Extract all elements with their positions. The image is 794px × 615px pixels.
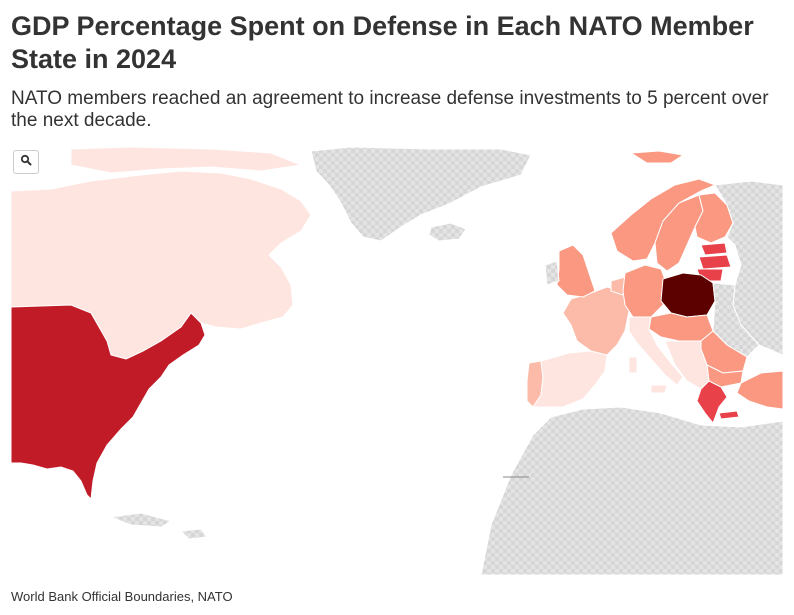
region-united-states[interactable] (11, 304, 206, 501)
region-ireland[interactable] (544, 260, 560, 286)
region-latvia[interactable] (698, 254, 732, 270)
region-sicily[interactable] (650, 384, 668, 394)
search-icon (20, 153, 32, 171)
region-france[interactable] (562, 286, 630, 356)
region-canada-islands[interactable] (70, 146, 303, 174)
region-sardinia[interactable] (628, 356, 638, 374)
region-italy[interactable] (628, 316, 684, 386)
region-crete[interactable] (718, 410, 740, 420)
region-greenland[interactable] (310, 146, 532, 242)
chart-title: GDP Percentage Spent on Defense in Each … (11, 11, 754, 74)
chart-subtitle: NATO members reached an agreement to inc… (11, 88, 769, 131)
region-iceland[interactable] (428, 222, 467, 242)
region-estonia[interactable] (700, 242, 728, 256)
region-svalbard[interactable] (629, 150, 685, 164)
region-finland[interactable] (694, 192, 734, 244)
region-africa[interactable] (480, 406, 783, 575)
map-svg[interactable] (11, 145, 783, 575)
region-norway[interactable] (610, 178, 717, 262)
map-canvas[interactable] (11, 145, 783, 575)
region-germany[interactable] (622, 264, 668, 318)
region-greece[interactable] (696, 380, 728, 424)
region-belarus-ukraine[interactable] (712, 282, 760, 358)
region-hispaniola[interactable] (179, 528, 208, 540)
region-balkans[interactable] (664, 340, 710, 390)
region-turkey[interactable] (736, 370, 783, 410)
region-poland[interactable] (660, 272, 716, 318)
region-cuba[interactable] (109, 512, 173, 528)
source-note: World Bank Official Boundaries, NATO (11, 589, 233, 604)
map-search-button[interactable] (13, 150, 39, 174)
